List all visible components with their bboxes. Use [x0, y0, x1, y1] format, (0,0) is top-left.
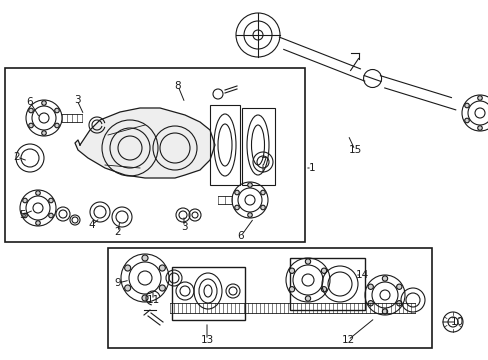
- Circle shape: [49, 213, 53, 218]
- Circle shape: [382, 309, 387, 314]
- Circle shape: [464, 118, 468, 123]
- Circle shape: [142, 255, 148, 261]
- Text: 6: 6: [237, 231, 244, 241]
- Circle shape: [289, 268, 294, 273]
- Circle shape: [367, 284, 373, 289]
- Circle shape: [142, 295, 148, 301]
- Circle shape: [305, 296, 310, 301]
- Circle shape: [36, 221, 40, 225]
- Circle shape: [477, 126, 481, 130]
- Bar: [172, 267, 244, 320]
- Circle shape: [477, 96, 481, 100]
- Circle shape: [321, 287, 326, 292]
- Text: 2: 2: [14, 152, 20, 162]
- Circle shape: [464, 103, 468, 108]
- Polygon shape: [75, 108, 215, 178]
- Bar: [242, 108, 274, 185]
- Circle shape: [55, 123, 59, 128]
- Text: 2: 2: [115, 227, 121, 237]
- Text: 15: 15: [347, 145, 361, 155]
- Text: 6: 6: [27, 97, 33, 107]
- Circle shape: [49, 198, 53, 203]
- Circle shape: [305, 259, 310, 264]
- Bar: [289, 258, 364, 310]
- Circle shape: [124, 265, 130, 271]
- Bar: [5, 68, 305, 242]
- Text: 10: 10: [449, 317, 463, 327]
- Text: 7: 7: [259, 157, 266, 167]
- Circle shape: [396, 284, 401, 289]
- Circle shape: [41, 101, 46, 105]
- Circle shape: [247, 183, 252, 187]
- Circle shape: [36, 191, 40, 195]
- Circle shape: [321, 268, 326, 273]
- Circle shape: [260, 205, 264, 210]
- Text: 5: 5: [19, 210, 25, 220]
- Text: 3: 3: [181, 222, 187, 232]
- Text: 11: 11: [146, 295, 159, 305]
- Circle shape: [124, 285, 130, 291]
- Circle shape: [234, 205, 239, 210]
- Circle shape: [234, 190, 239, 195]
- Text: 3: 3: [74, 95, 80, 105]
- Text: 14: 14: [355, 270, 368, 280]
- Circle shape: [367, 301, 373, 306]
- Circle shape: [159, 265, 165, 271]
- Text: 9: 9: [115, 278, 121, 288]
- Circle shape: [22, 198, 27, 203]
- Text: 12: 12: [341, 335, 354, 345]
- Text: 13: 13: [200, 335, 213, 345]
- Text: 4: 4: [88, 220, 95, 230]
- Bar: [209, 105, 240, 185]
- Circle shape: [159, 285, 165, 291]
- Text: 8: 8: [174, 81, 181, 91]
- Circle shape: [29, 108, 33, 113]
- Circle shape: [22, 213, 27, 218]
- Circle shape: [289, 287, 294, 292]
- Text: 1: 1: [308, 163, 315, 173]
- Circle shape: [55, 108, 59, 113]
- Circle shape: [382, 276, 387, 281]
- Circle shape: [247, 213, 252, 217]
- Circle shape: [396, 301, 401, 306]
- Bar: [108, 248, 431, 348]
- Circle shape: [29, 123, 33, 128]
- Circle shape: [41, 131, 46, 135]
- Circle shape: [260, 190, 264, 195]
